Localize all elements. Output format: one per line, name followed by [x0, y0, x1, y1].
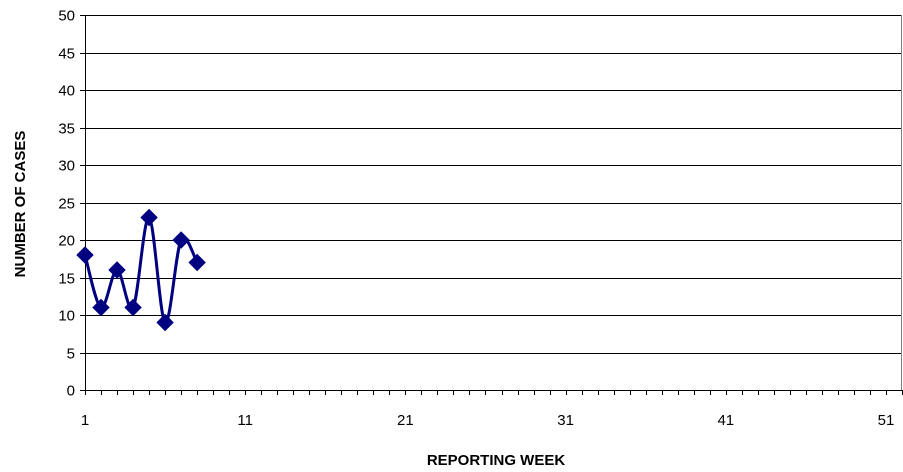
series-line	[83, 215, 199, 325]
gridlines	[85, 15, 902, 354]
data-point	[188, 253, 206, 272]
data-point	[172, 231, 190, 249]
x-tick-label: 41	[717, 412, 734, 429]
y-tick-label: 35	[58, 121, 75, 138]
y-tick-label: 30	[58, 158, 75, 175]
x-tick-label: 1	[81, 412, 89, 429]
y-axis-title: NUMBER OF CASES	[12, 131, 29, 278]
series-layer	[83, 215, 199, 325]
y-tick-label: 5	[67, 346, 75, 363]
x-axis-title: REPORTING WEEK	[427, 452, 566, 469]
data-point	[140, 208, 158, 227]
y-tick-label: 45	[58, 46, 75, 63]
data-point	[76, 246, 94, 264]
axes	[80, 15, 903, 395]
y-tick-label: 15	[58, 271, 75, 288]
y-tick-label: 10	[58, 308, 75, 325]
data-point	[156, 313, 174, 332]
x-tick-label: 11	[237, 412, 253, 429]
y-tick-label: 25	[58, 196, 75, 213]
data-point	[124, 298, 142, 317]
data-point	[108, 261, 126, 279]
y-tick-label: 0	[67, 383, 75, 400]
x-tick-label: 21	[397, 412, 414, 429]
y-tick-label: 40	[58, 83, 75, 100]
y-tick-label: 50	[58, 8, 75, 25]
data-point	[92, 298, 110, 317]
markers	[76, 208, 206, 332]
x-tick-label: 31	[557, 412, 574, 429]
x-tick-label: 51	[878, 412, 895, 429]
y-tick-label: 20	[58, 233, 75, 250]
